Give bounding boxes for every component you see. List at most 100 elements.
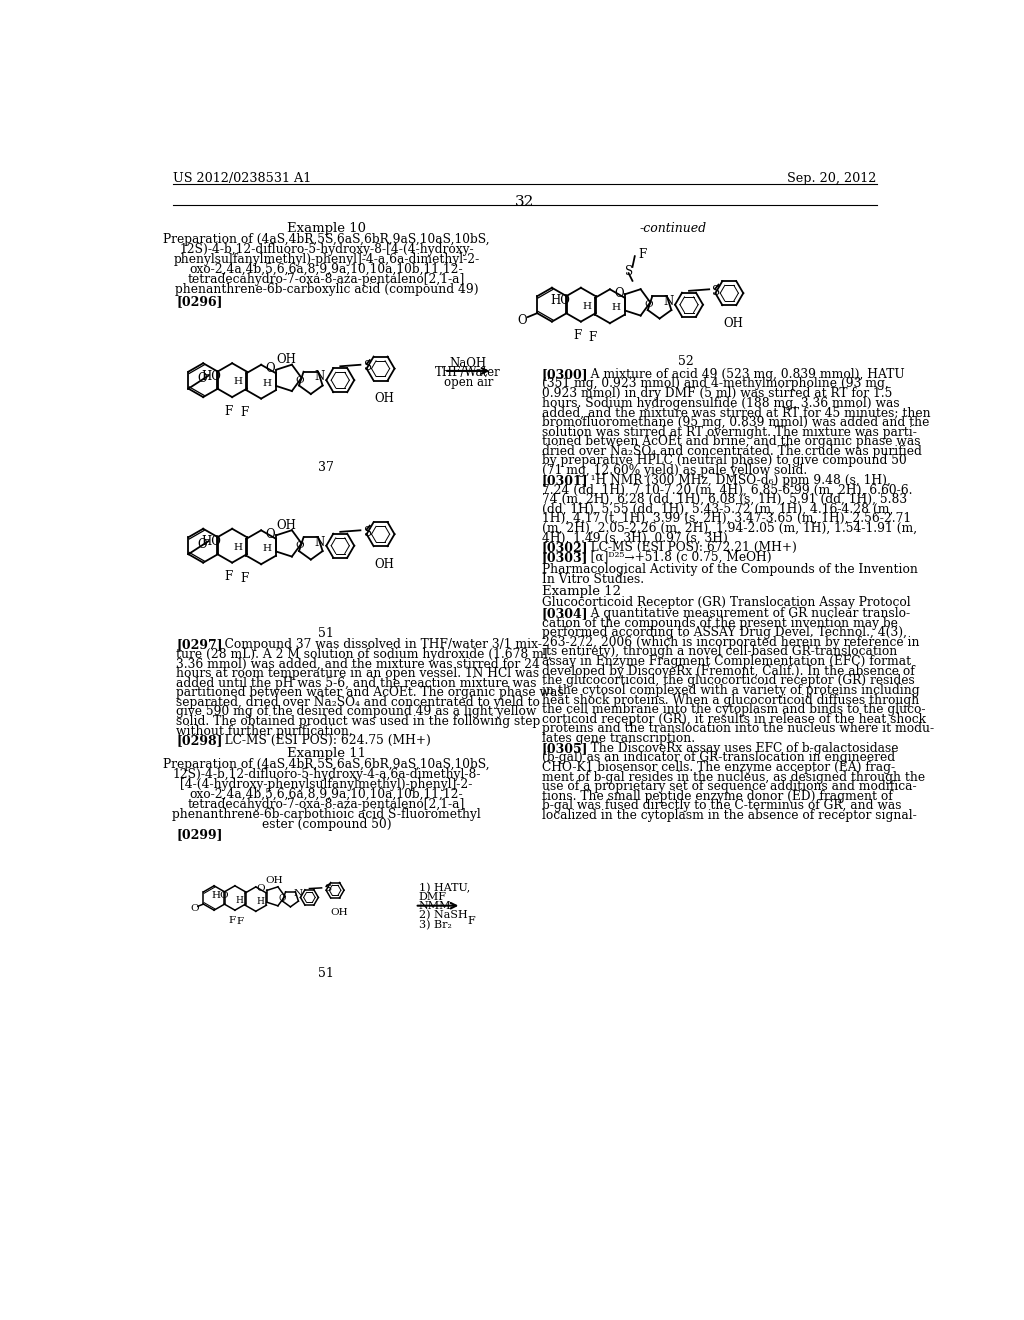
Text: added until the pH was 5-6, and the reaction mixture was: added until the pH was 5-6, and the reac… bbox=[176, 677, 537, 689]
Text: F: F bbox=[224, 405, 232, 418]
Text: S: S bbox=[364, 360, 372, 374]
Text: added, and the mixture was stirred at RT for 45 minutes; then: added, and the mixture was stirred at RT… bbox=[542, 407, 931, 420]
Text: H: H bbox=[233, 378, 243, 385]
Text: S: S bbox=[713, 285, 721, 298]
Text: tions. The small peptide enzyme donor (ED) fragment of: tions. The small peptide enzyme donor (E… bbox=[542, 789, 893, 803]
Text: The DiscoveRx assay uses EFC of b-galactosidase: The DiscoveRx assay uses EFC of b-galact… bbox=[579, 742, 898, 755]
Text: O: O bbox=[266, 528, 275, 541]
Text: OH: OH bbox=[275, 354, 296, 366]
Text: ¹H NMR (300 MHz, DMSO-d₆) ppm 9.48 (s, 1H),: ¹H NMR (300 MHz, DMSO-d₆) ppm 9.48 (s, 1… bbox=[579, 474, 891, 487]
Text: O: O bbox=[190, 904, 199, 913]
Text: F: F bbox=[467, 916, 475, 927]
Text: H: H bbox=[257, 896, 264, 906]
Text: 12S)-4-b,12-difluoro-5-hydroxy-4-a,6a-dimethyl-8-: 12S)-4-b,12-difluoro-5-hydroxy-4-a,6a-di… bbox=[172, 768, 480, 781]
Text: H: H bbox=[263, 544, 271, 553]
Text: O: O bbox=[198, 372, 208, 385]
Text: solution was stirred at RT overnight. The mixture was parti-: solution was stirred at RT overnight. Th… bbox=[542, 425, 916, 438]
Text: 12S)-4-b,12-difluoro-5-hydroxy-8-[4-(4-hydroxy-: 12S)-4-b,12-difluoro-5-hydroxy-8-[4-(4-h… bbox=[179, 243, 474, 256]
Text: its entirety), through a novel cell-based GR-translocation: its entirety), through a novel cell-base… bbox=[542, 645, 897, 659]
Text: 2) NaSH: 2) NaSH bbox=[419, 911, 467, 920]
Text: H: H bbox=[583, 302, 592, 310]
Text: Sep. 20, 2012: Sep. 20, 2012 bbox=[787, 173, 877, 185]
Text: in the cytosol complexed with a variety of proteins including: in the cytosol complexed with a variety … bbox=[542, 684, 920, 697]
Text: NMM: NMM bbox=[419, 902, 452, 911]
Text: 74 (m, 2H), 6.28 (dd, 1H), 6.08 (s, 1H), 5.91 (dd, 1H), 5.83: 74 (m, 2H), 6.28 (dd, 1H), 6.08 (s, 1H),… bbox=[542, 492, 907, 506]
Text: N: N bbox=[664, 294, 674, 308]
Text: 32: 32 bbox=[515, 195, 535, 210]
Text: Example 12: Example 12 bbox=[542, 585, 621, 598]
Text: 51: 51 bbox=[318, 968, 335, 981]
Text: F: F bbox=[240, 407, 248, 420]
Text: OH: OH bbox=[331, 908, 348, 916]
Text: Example 10: Example 10 bbox=[287, 222, 366, 235]
Text: (351 mg, 0.923 mmol) and 4-methylmorpholine (93 mg,: (351 mg, 0.923 mmol) and 4-methylmorphol… bbox=[542, 378, 889, 391]
Text: N: N bbox=[314, 536, 325, 549]
Text: US 2012/0238531 A1: US 2012/0238531 A1 bbox=[173, 173, 311, 185]
Text: HO: HO bbox=[201, 535, 221, 548]
Text: partitioned between water and AcOEt. The organic phase was: partitioned between water and AcOEt. The… bbox=[176, 686, 563, 700]
Text: 0.923 mmol) in dry DMF (5 ml) was stirred at RT for 1.5: 0.923 mmol) in dry DMF (5 ml) was stirre… bbox=[542, 387, 892, 400]
Text: 52: 52 bbox=[678, 355, 694, 368]
Text: Pharmacological Activity of the Compounds of the Invention: Pharmacological Activity of the Compound… bbox=[542, 564, 918, 577]
Text: OH: OH bbox=[275, 519, 296, 532]
Text: HO: HO bbox=[201, 370, 221, 383]
Text: [0304]: [0304] bbox=[542, 607, 589, 620]
Text: give 590 mg of the desired compound 49 as a light yellow: give 590 mg of the desired compound 49 a… bbox=[176, 705, 537, 718]
Text: [0305]: [0305] bbox=[542, 742, 589, 755]
Text: O: O bbox=[266, 363, 275, 375]
Text: F: F bbox=[237, 917, 244, 927]
Text: ture (28 mL). A 2 M solution of sodium hydroxide (1.678 ml,: ture (28 mL). A 2 M solution of sodium h… bbox=[176, 648, 552, 661]
Text: separated, dried over Na₂SO₄ and concentrated to yield to: separated, dried over Na₂SO₄ and concent… bbox=[176, 696, 540, 709]
Text: F: F bbox=[638, 248, 646, 261]
Text: H: H bbox=[233, 543, 243, 552]
Text: oxo-2,4a,4b,5,6,6a,8,9,9a,10,10a,10b,11,12-: oxo-2,4a,4b,5,6,6a,8,9,9a,10,10a,10b,11,… bbox=[189, 788, 463, 801]
Text: (m, 2H), 2.05-2.26 (m, 2H), 1.94-2.05 (m, 1H), 1.54-1.91 (m,: (m, 2H), 2.05-2.26 (m, 2H), 1.94-2.05 (m… bbox=[542, 521, 916, 535]
Text: by preparative HPLC (neutral phase) to give compound 50: by preparative HPLC (neutral phase) to g… bbox=[542, 454, 906, 467]
Text: Example 11: Example 11 bbox=[287, 747, 366, 760]
Text: hours at room temperature in an open vessel. 1N HCl was: hours at room temperature in an open ves… bbox=[176, 667, 540, 680]
Text: [0302]: [0302] bbox=[542, 541, 589, 554]
Text: Preparation of (4aS,4bR,5S,6aS,6bR,9aS,10aS,10bS,: Preparation of (4aS,4bR,5S,6aS,6bR,9aS,1… bbox=[163, 234, 489, 246]
Text: use of a proprietary set of sequence additions and modifica-: use of a proprietary set of sequence add… bbox=[542, 780, 916, 793]
Text: 37: 37 bbox=[318, 461, 335, 474]
Text: 7.24 (dd, 1H), 7.10-7.20 (m, 4H), 6.85-6.99 (m, 2H), 6.60-6.: 7.24 (dd, 1H), 7.10-7.20 (m, 4H), 6.85-6… bbox=[542, 483, 912, 496]
Text: solid. The obtained product was used in the following step: solid. The obtained product was used in … bbox=[176, 715, 541, 729]
Text: A quantitative measurement of GR nuclear translo-: A quantitative measurement of GR nuclear… bbox=[579, 607, 910, 620]
Text: [0303]: [0303] bbox=[542, 550, 589, 564]
Text: localized in the cytoplasm in the absence of receptor signal-: localized in the cytoplasm in the absenc… bbox=[542, 809, 916, 822]
Text: proteins and the translocation into the nucleus where it modu-: proteins and the translocation into the … bbox=[542, 722, 934, 735]
Text: developed by DiscoveRx (Fremont, Calif.). In the absence of: developed by DiscoveRx (Fremont, Calif.)… bbox=[542, 665, 914, 677]
Text: DMF: DMF bbox=[419, 892, 446, 902]
Text: OH: OH bbox=[375, 392, 394, 405]
Text: open air: open air bbox=[443, 376, 493, 388]
Text: LC-MS (ESI POS): 624.75 (MH+): LC-MS (ESI POS): 624.75 (MH+) bbox=[213, 734, 431, 747]
Text: [0300]: [0300] bbox=[542, 368, 589, 381]
Text: 3.36 mmol) was added, and the mixture was stirred for 24: 3.36 mmol) was added, and the mixture wa… bbox=[176, 657, 540, 671]
Text: oxo-2,4a,4b,5,6,6a,8,9,9a,10,10a,10b,11,12-: oxo-2,4a,4b,5,6,6a,8,9,9a,10,10a,10b,11,… bbox=[189, 263, 463, 276]
Text: ester (compound 50): ester (compound 50) bbox=[261, 818, 391, 830]
Text: [0299]: [0299] bbox=[176, 828, 222, 841]
Text: OH: OH bbox=[265, 876, 284, 886]
Text: O: O bbox=[295, 376, 304, 384]
Text: bromofluoromethane (95 mg, 0.839 mmol) was added and the: bromofluoromethane (95 mg, 0.839 mmol) w… bbox=[542, 416, 929, 429]
Text: O: O bbox=[279, 894, 286, 903]
Text: 3) Br₂: 3) Br₂ bbox=[419, 920, 452, 929]
Text: LC-MS (ESI POS): 672.21 (MH+): LC-MS (ESI POS): 672.21 (MH+) bbox=[579, 541, 797, 554]
Text: Preparation of (4aS,4bR,5S,6aS,6bR,9aS,10aS,10bS,: Preparation of (4aS,4bR,5S,6aS,6bR,9aS,1… bbox=[163, 758, 489, 771]
Text: H: H bbox=[263, 379, 271, 388]
Text: OH: OH bbox=[375, 558, 394, 572]
Text: S: S bbox=[626, 265, 634, 279]
Text: N: N bbox=[294, 890, 303, 899]
Text: S: S bbox=[364, 525, 372, 539]
Text: [α]ᴰ²⁵→+51.8 (c 0.75, MeOH): [α]ᴰ²⁵→+51.8 (c 0.75, MeOH) bbox=[579, 550, 772, 564]
Text: A mixture of acid 49 (523 mg, 0.839 mmol), HATU: A mixture of acid 49 (523 mg, 0.839 mmol… bbox=[579, 368, 905, 381]
Text: [0296]: [0296] bbox=[176, 294, 222, 308]
Text: lates gene transcription.: lates gene transcription. bbox=[542, 733, 695, 744]
Text: tioned between AcOEt and brine, and the organic phase was: tioned between AcOEt and brine, and the … bbox=[542, 436, 921, 449]
Text: 51: 51 bbox=[318, 627, 335, 640]
Text: F: F bbox=[240, 572, 248, 585]
Text: H: H bbox=[236, 896, 244, 904]
Text: the cell membrane into the cytoplasm and binds to the gluco-: the cell membrane into the cytoplasm and… bbox=[542, 704, 926, 717]
Text: OH: OH bbox=[723, 317, 743, 330]
Text: without further purification.: without further purification. bbox=[176, 725, 353, 738]
